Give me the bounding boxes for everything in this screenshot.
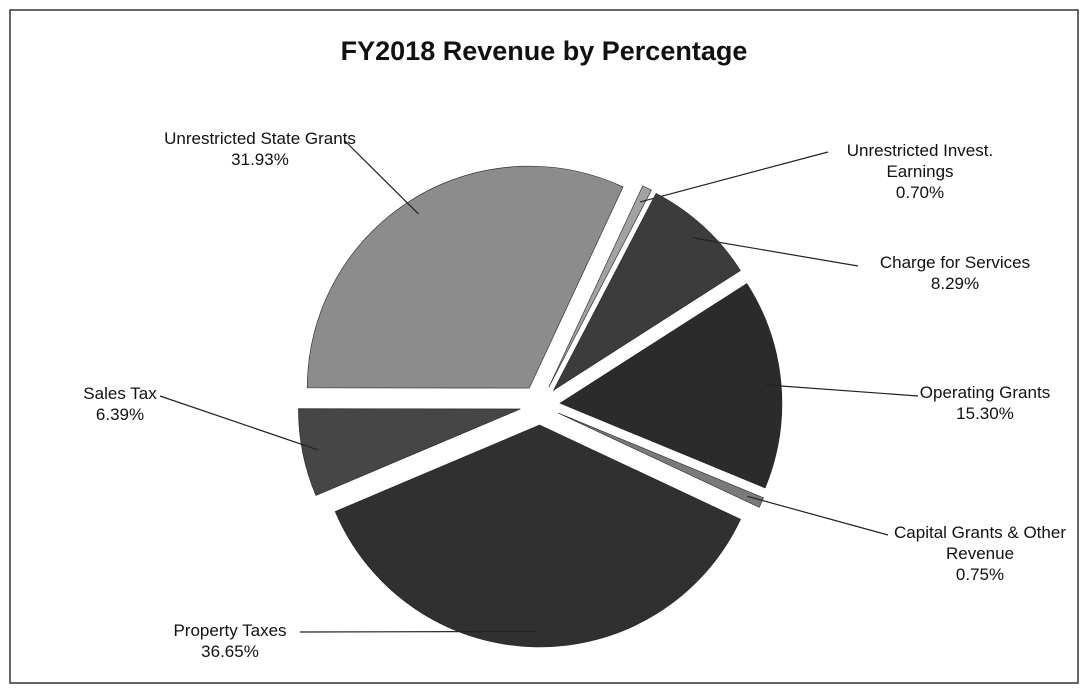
slice-value: 6.39% [95,405,145,424]
pie-slice [298,408,521,496]
pie-slice [306,165,624,389]
pie-slice [548,185,652,388]
leader-line [640,151,829,203]
leader-line [692,237,859,267]
slice-name: Sales Tax [83,384,157,403]
chart-title: FY2018 Revenue by Percentage [340,36,748,66]
slice-name: Unrestricted State Grants [164,129,356,148]
slice-name: Operating Grants [919,383,1051,402]
slice-value: 0.75% [955,565,1005,584]
slice-name: Unrestricted Invest. Earnings [846,141,994,181]
slice-value: 31.93% [231,150,289,169]
slice-name: Capital Grants & Other Revenue [894,523,1066,563]
slice-value: 0.70% [895,183,945,202]
slice-label: Charge for Services 8.29% [840,252,1070,294]
slice-name: Charge for Services [879,253,1031,272]
slice-label: Capital Grants & Other Revenue 0.75% [870,522,1088,585]
leader-line [747,495,889,536]
leader-line [344,140,419,215]
slice-name: Property Taxes [173,621,287,640]
leader-line [299,630,536,633]
leader-line [765,384,919,397]
slice-label: Operating Grants 15.30% [890,382,1080,424]
frame [9,9,1079,684]
pie-slice [558,412,764,508]
slice-label: Sales Tax 6.39% [60,383,180,425]
slice-label: Unrestricted Invest. Earnings 0.70% [820,140,1020,203]
slice-value: 36.65% [201,642,259,661]
leader-line [159,395,319,451]
slice-label: Property Taxes 36.65% [140,620,320,662]
slice-label: Unrestricted State Grants 31.93% [160,128,360,170]
slice-value: 15.30% [956,404,1014,423]
pie-slice [552,192,741,392]
slice-value: 8.29% [930,274,980,293]
pie-slice [334,424,741,648]
pie-slice [559,283,783,489]
